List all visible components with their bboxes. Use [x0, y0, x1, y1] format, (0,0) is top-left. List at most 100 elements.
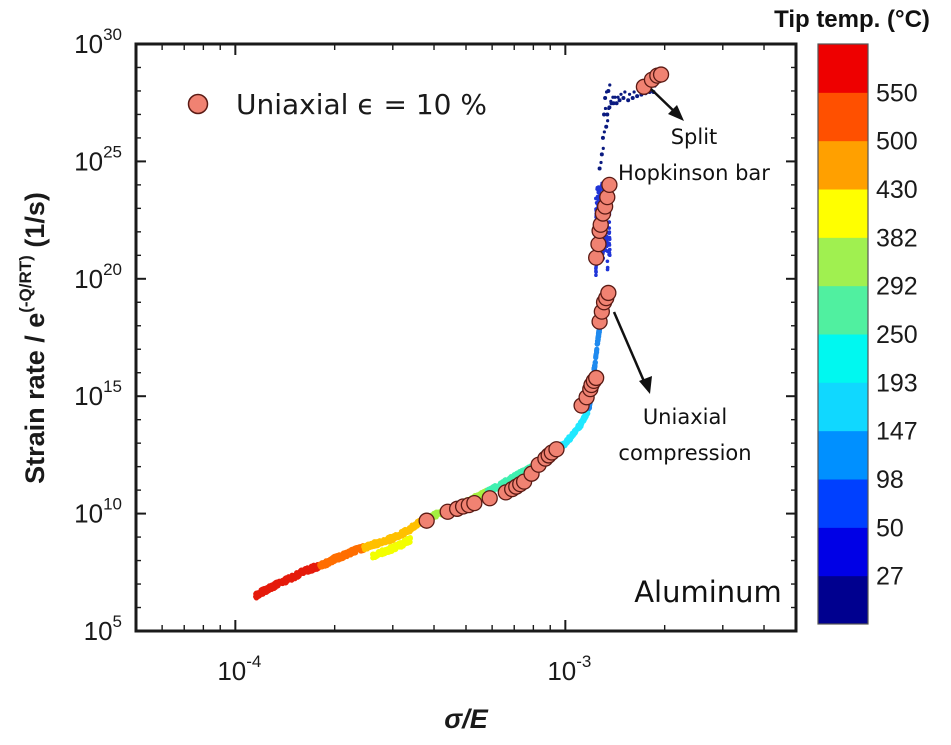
dark-dot — [603, 106, 608, 111]
shock-point — [605, 267, 610, 272]
x-tick-exp: -3 — [576, 652, 591, 671]
band-point — [309, 565, 315, 572]
y-tick-base: 10 — [74, 381, 103, 411]
band-series-0 — [253, 561, 322, 601]
shock-point — [594, 273, 598, 278]
band-point — [333, 556, 339, 563]
band-point — [275, 583, 281, 589]
uniaxial-point — [588, 369, 605, 387]
band-point — [282, 579, 288, 585]
dark-dot — [627, 92, 632, 96]
band-point — [594, 346, 600, 352]
shock-point — [605, 259, 610, 264]
dark-dot — [611, 101, 616, 106]
annotation-split-line2: Hopkinson bar — [618, 161, 770, 185]
colorbar-segment — [818, 479, 868, 528]
dark-dot-series — [597, 83, 657, 171]
band-point — [326, 558, 332, 564]
colorbar-label: 382 — [876, 224, 918, 252]
band-point — [502, 477, 509, 483]
band-point — [413, 522, 419, 528]
uniaxial-point — [600, 284, 617, 302]
uniaxial-point — [418, 512, 435, 529]
y-tick-exp: 20 — [103, 260, 122, 279]
band-point — [581, 415, 587, 421]
colorbar-label: 500 — [876, 128, 918, 156]
y-tick-label: 1025 — [74, 142, 122, 176]
y-tick-label: 1030 — [74, 25, 122, 59]
dark-dot — [613, 95, 617, 99]
shock-point — [607, 230, 612, 234]
colorbar-segment — [818, 140, 868, 190]
band-point — [383, 547, 390, 554]
band-point — [347, 552, 354, 558]
dark-dot — [599, 152, 604, 157]
band-point — [353, 550, 359, 556]
y-tick-base: 10 — [74, 146, 103, 176]
uniaxial-point — [481, 490, 498, 507]
material-label: Aluminum — [634, 575, 782, 609]
colorbar-segment — [818, 382, 868, 432]
band-point — [300, 569, 306, 575]
legend: Uniaxial ϵ = 10 % — [187, 88, 487, 121]
dark-dot — [630, 96, 635, 101]
dark-dot — [619, 92, 623, 96]
band-point — [370, 543, 377, 549]
colorbar-label: 50 — [876, 514, 904, 542]
uniaxial-point — [588, 249, 605, 266]
x-tick-exp: -4 — [246, 652, 261, 671]
colorbar-segment — [818, 430, 868, 480]
dark-dot — [602, 112, 607, 117]
legend-marker — [187, 93, 209, 115]
annotation-comp-line2: compression — [618, 441, 751, 465]
dark-dot — [632, 90, 636, 94]
annotation-comp-arrowhead — [639, 376, 652, 394]
dark-dot — [603, 96, 608, 101]
colorbar-segment — [818, 189, 868, 238]
band-series-3 — [369, 534, 413, 561]
band-point — [579, 420, 585, 426]
band-point — [271, 585, 277, 592]
y-tick-base: 10 — [74, 499, 103, 529]
dark-dot — [635, 94, 640, 99]
annotation-split-hopkinson: Split Hopkinson bar — [618, 88, 770, 185]
annotation-comp-line1: Uniaxial — [643, 405, 727, 429]
plot-area — [253, 66, 670, 601]
colorbar-segment — [818, 237, 868, 287]
shock-point — [594, 270, 598, 274]
y-tick-exp: 5 — [113, 612, 122, 631]
colorbar-segment — [818, 334, 868, 383]
y-tick-base: 10 — [74, 264, 103, 294]
band-point — [390, 533, 396, 540]
y-axis-title-main: Strain rate / e — [20, 313, 50, 484]
colorbar-label: 27 — [876, 563, 904, 591]
y-axis-title-exp: (-Q/RT) — [16, 255, 35, 313]
band-point — [401, 527, 407, 533]
x-tick-base: 10 — [217, 656, 246, 686]
band-point — [400, 543, 406, 549]
colorbar-segment — [818, 92, 868, 142]
dark-dot — [621, 96, 626, 101]
dark-dot — [601, 146, 605, 150]
band-point — [371, 554, 377, 560]
band-point — [362, 545, 368, 551]
y-tick-label: 105 — [84, 612, 122, 646]
colorbar-label: 147 — [876, 418, 918, 446]
annotation-split-line1: Split — [671, 125, 718, 149]
x-axis-title: σ/E — [444, 704, 488, 734]
band-point — [571, 430, 578, 437]
y-tick-label: 1015 — [74, 377, 122, 411]
dark-dot — [626, 98, 631, 103]
annotation-comp-arrow — [612, 311, 648, 387]
dark-dot — [623, 90, 627, 94]
dark-dot — [605, 112, 610, 117]
shock-point — [607, 251, 612, 255]
y-axis-title-unit: (1/s) — [20, 192, 50, 255]
dark-dot — [606, 88, 611, 93]
uniaxial-point — [601, 176, 618, 194]
y-tick-label: 1020 — [74, 260, 122, 294]
dark-dot — [602, 130, 606, 134]
colorbar: Tip temp. (°C) 27 50 98 147 193 250 292 382 430 5… — [774, 6, 930, 625]
band-point — [374, 540, 381, 546]
